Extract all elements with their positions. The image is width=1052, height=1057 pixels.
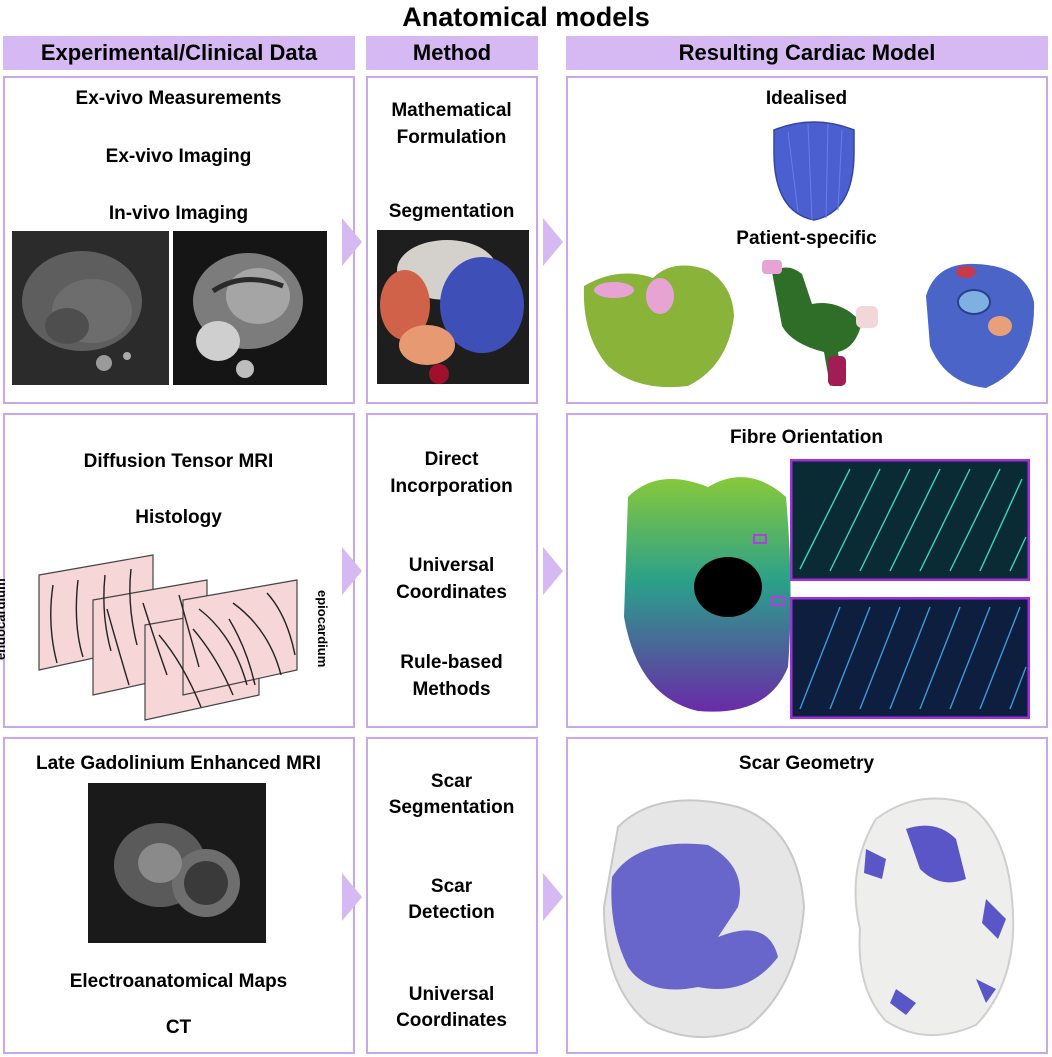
arrow-row2-a xyxy=(342,547,362,595)
label-rule-based: Rule-based xyxy=(400,652,503,673)
label-lge-mri: Late Gadolinium Enhanced MRI xyxy=(35,753,322,774)
ct-scan-image xyxy=(12,231,169,385)
label-universal: Universal xyxy=(408,555,495,576)
label-coordinates-3: Coordinates xyxy=(396,1010,507,1031)
lge-mri-image xyxy=(88,783,266,943)
segmentation-image xyxy=(377,230,529,384)
mri-scan-image xyxy=(173,231,327,385)
header-result: Resulting Cardiac Model xyxy=(566,36,1048,70)
label-direct: Direct xyxy=(424,449,479,470)
row1-data-panel: Ex-vivo Measurements Ex-vivo Imaging In-… xyxy=(3,76,355,404)
arrow-row3-a xyxy=(342,873,362,921)
patient-specific-model-blue xyxy=(926,263,1035,388)
scar-model-left xyxy=(602,799,806,1039)
label-ct: CT xyxy=(165,1017,192,1038)
arrow-row3-b xyxy=(543,873,563,921)
label-diffusion-tensor-mri: Diffusion Tensor MRI xyxy=(83,451,274,472)
row3-result-panel: Scar Geometry xyxy=(566,737,1048,1054)
label-scar-2: Scar xyxy=(430,876,473,897)
arrow-row1-b xyxy=(543,218,563,266)
label-scar-1: Scar xyxy=(430,771,473,792)
label-epiocardium: epiocardium xyxy=(315,590,330,668)
label-patient-specific: Patient-specific xyxy=(736,228,877,249)
row3-method-panel: Scar Segmentation Scar Detection Univers… xyxy=(366,737,538,1054)
label-coordinates: Coordinates xyxy=(396,582,507,603)
header-data: Experimental/Clinical Data xyxy=(3,36,355,70)
label-fibre-orientation: Fibre Orientation xyxy=(729,427,884,448)
fibre-heart-model xyxy=(624,477,791,712)
label-segmentation: Segmentation xyxy=(388,201,515,222)
row1-method-panel: Mathematical Formulation Segmentation xyxy=(366,76,538,404)
label-formulation: Formulation xyxy=(396,127,507,148)
label-electroanatomical-maps: Electroanatomical Maps xyxy=(69,971,288,992)
fibre-zoom-top xyxy=(790,459,1030,581)
label-scar-segmentation: Segmentation xyxy=(388,797,515,818)
label-ex-vivo-measurements: Ex-vivo Measurements xyxy=(75,88,282,109)
figure-title: Anatomical models xyxy=(402,2,650,32)
histology-layers-illustration xyxy=(38,554,298,721)
row2-method-panel: Direct Incorporation Universal Coordinat… xyxy=(366,413,538,728)
label-methods: Methods xyxy=(412,679,491,700)
arrow-row1-a xyxy=(342,218,362,266)
label-scar-geometry: Scar Geometry xyxy=(738,753,875,774)
patient-specific-model-atrial xyxy=(762,260,878,386)
arrow-row2-b xyxy=(543,547,563,595)
row3-data-panel: Late Gadolinium Enhanced MRI Electroanat… xyxy=(3,737,355,1054)
row2-result-panel: Fibre Orientation xyxy=(566,413,1048,728)
label-universal-3: Universal xyxy=(408,984,495,1005)
label-endocardium: endocardium xyxy=(0,578,8,660)
label-in-vivo-imaging: In-vivo Imaging xyxy=(108,203,249,224)
label-mathematical: Mathematical xyxy=(391,100,512,121)
idealised-ventricle-model xyxy=(773,121,855,221)
patient-specific-model-green xyxy=(583,265,734,388)
fibre-zoom-bottom xyxy=(790,597,1030,719)
row1-result-panel: Idealised Patient-specific xyxy=(566,76,1048,404)
label-incorporation: Incorporation xyxy=(390,476,513,497)
label-histology: Histology xyxy=(135,507,222,528)
label-scar-detection: Detection xyxy=(408,902,495,923)
header-method: Method xyxy=(366,36,538,70)
row2-data-panel: Diffusion Tensor MRI Histology endocardi… xyxy=(0,413,355,728)
label-ex-vivo-imaging: Ex-vivo Imaging xyxy=(105,146,252,167)
label-idealised: Idealised xyxy=(765,88,848,109)
scar-model-right xyxy=(854,797,1015,1036)
